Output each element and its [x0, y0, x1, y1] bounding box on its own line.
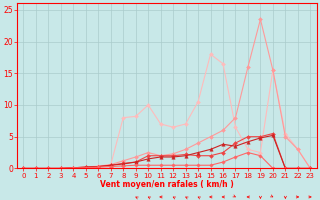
X-axis label: Vent moyen/en rafales ( km/h ): Vent moyen/en rafales ( km/h ) [100, 180, 234, 189]
